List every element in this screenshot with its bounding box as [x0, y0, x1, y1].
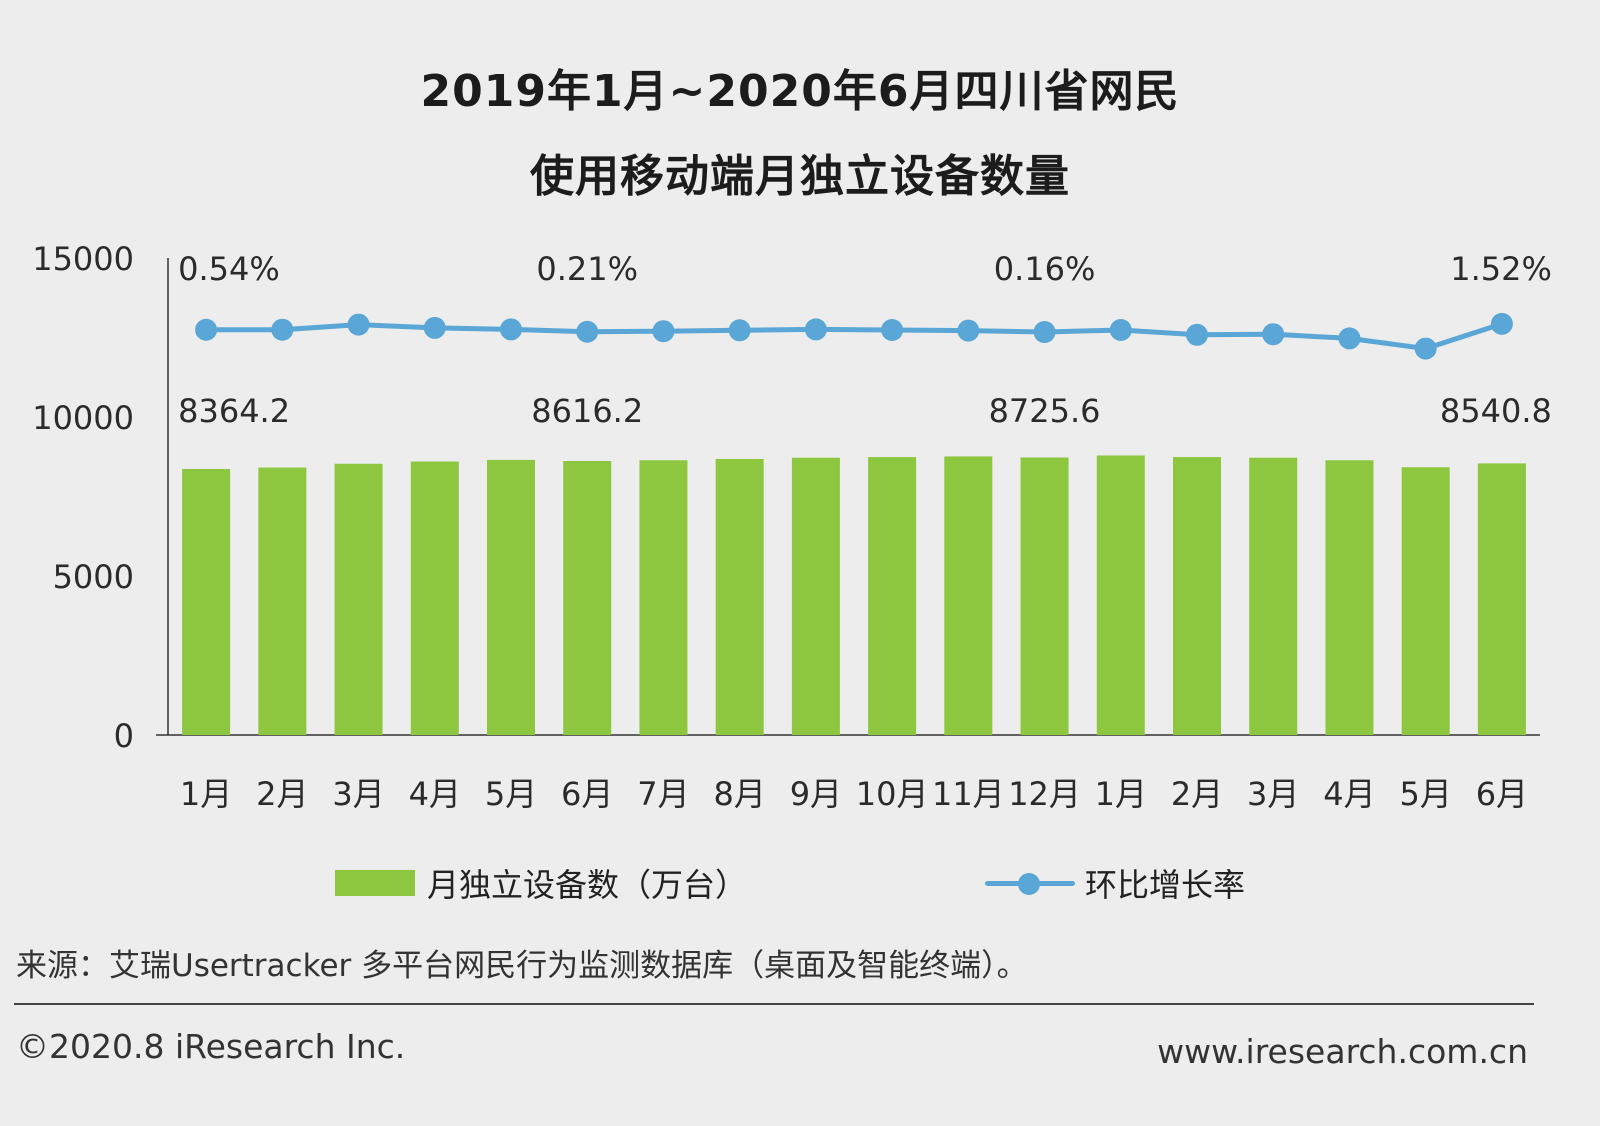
growth-rate-point-14 [1186, 323, 1208, 346]
bar-2 [258, 467, 307, 735]
growth-rate-point-6 [576, 320, 599, 343]
bar-3 [334, 463, 383, 735]
bar-16 [1325, 460, 1374, 735]
x-tick-label: 4月 [1323, 775, 1375, 813]
x-tick-label: 7月 [637, 775, 689, 813]
growth-rate-point-4 [423, 316, 446, 339]
x-tick-label: 10月 [856, 775, 929, 813]
source-note: 来源：艾瑞Usertracker 多平台网民行为监测数据库（桌面及智能终端）。 [16, 948, 1028, 984]
y-tick-label: 0 [114, 717, 134, 755]
legend-bars-label: 月独立设备数（万台） [427, 866, 748, 904]
bar-17 [1401, 467, 1450, 735]
bar-8 [715, 458, 764, 735]
growth-rate-point-10 [881, 319, 904, 341]
growth-rate-point-18 [1490, 312, 1513, 335]
bar-7 [639, 460, 688, 735]
legend-bar-swatch [335, 870, 415, 896]
growth-rate-line [206, 321, 1503, 352]
bar-15 [1249, 457, 1298, 735]
bar-18 [1477, 463, 1526, 735]
growth-rate-point-15 [1262, 323, 1285, 346]
x-tick-label: 9月 [790, 775, 842, 813]
x-tick-label: 8月 [713, 775, 765, 813]
bar-13 [1096, 455, 1145, 735]
bar-value-label: 8725.6 [989, 392, 1101, 430]
growth-rate-point-8 [728, 319, 751, 342]
growth-rate-label: 0.54% [178, 250, 280, 288]
footer-divider [14, 1003, 1534, 1005]
x-tick-label: 5月 [1399, 775, 1451, 813]
x-tick-label: 12月 [1008, 775, 1081, 813]
x-tick-label: 5月 [485, 775, 537, 813]
bar-10 [868, 457, 917, 735]
legend-item-line: 环比增长率 [985, 860, 1245, 906]
x-tick-label: 3月 [1247, 775, 1299, 813]
bar-1 [182, 469, 231, 735]
chart-legend: 月独立设备数（万台） 环比增长率 [0, 860, 1600, 910]
bar-6 [563, 461, 612, 735]
x-tick-label: 2月 [256, 775, 308, 813]
legend-line-swatch [985, 870, 1075, 896]
growth-rate-point-5 [500, 318, 522, 341]
bar-14 [1173, 457, 1221, 735]
growth-rate-point-12 [1033, 321, 1056, 344]
growth-rate-point-1 [195, 318, 218, 341]
website-link[interactable]: www.iresearch.com.cn [1157, 1032, 1528, 1071]
x-tick-label: 6月 [561, 775, 613, 813]
bar-value-label: 8540.8 [1440, 392, 1552, 430]
growth-rate-point-16 [1338, 327, 1361, 350]
growth-rate-point-17 [1414, 337, 1437, 360]
x-tick-label: 1月 [180, 775, 232, 813]
y-tick-label: 5000 [53, 558, 134, 596]
chart-title-line2: 使用移动端月独立设备数量 [530, 151, 1070, 202]
bar-9 [791, 457, 840, 735]
copyright-text: ©2020.8 iResearch Inc. [16, 1027, 406, 1066]
bar-value-label: 8364.2 [178, 392, 290, 430]
x-tick-label: 3月 [332, 775, 384, 813]
x-tick-label: 4月 [409, 775, 461, 813]
growth-rate-label: 1.52% [1450, 250, 1552, 288]
growth-rate-label: 0.16% [994, 250, 1096, 288]
bar-12 [1020, 457, 1069, 735]
bar-value-label: 8616.2 [531, 392, 643, 430]
growth-rate-point-11 [957, 319, 980, 342]
x-tick-label: 6月 [1476, 775, 1528, 813]
y-tick-label: 10000 [32, 399, 134, 437]
x-tick-label: 11月 [932, 775, 1005, 813]
x-tick-label: 1月 [1095, 775, 1147, 813]
legend-item-bars: 月独立设备数（万台） [335, 860, 747, 906]
bar-4 [410, 461, 459, 735]
chart-title-line1: 2019年1月~2020年6月四川省网民 [420, 66, 1180, 117]
growth-rate-point-3 [347, 313, 370, 336]
growth-rate-point-2 [271, 318, 294, 341]
growth-rate-point-13 [1109, 319, 1132, 341]
legend-line-label: 环比增长率 [1085, 866, 1246, 904]
x-tick-label: 2月 [1171, 775, 1223, 813]
growth-rate-label: 0.21% [536, 250, 638, 288]
y-tick-label: 15000 [32, 240, 134, 278]
growth-rate-point-9 [804, 318, 827, 341]
growth-rate-point-7 [652, 320, 675, 343]
bar-11 [944, 456, 993, 735]
bar-5 [487, 459, 535, 735]
